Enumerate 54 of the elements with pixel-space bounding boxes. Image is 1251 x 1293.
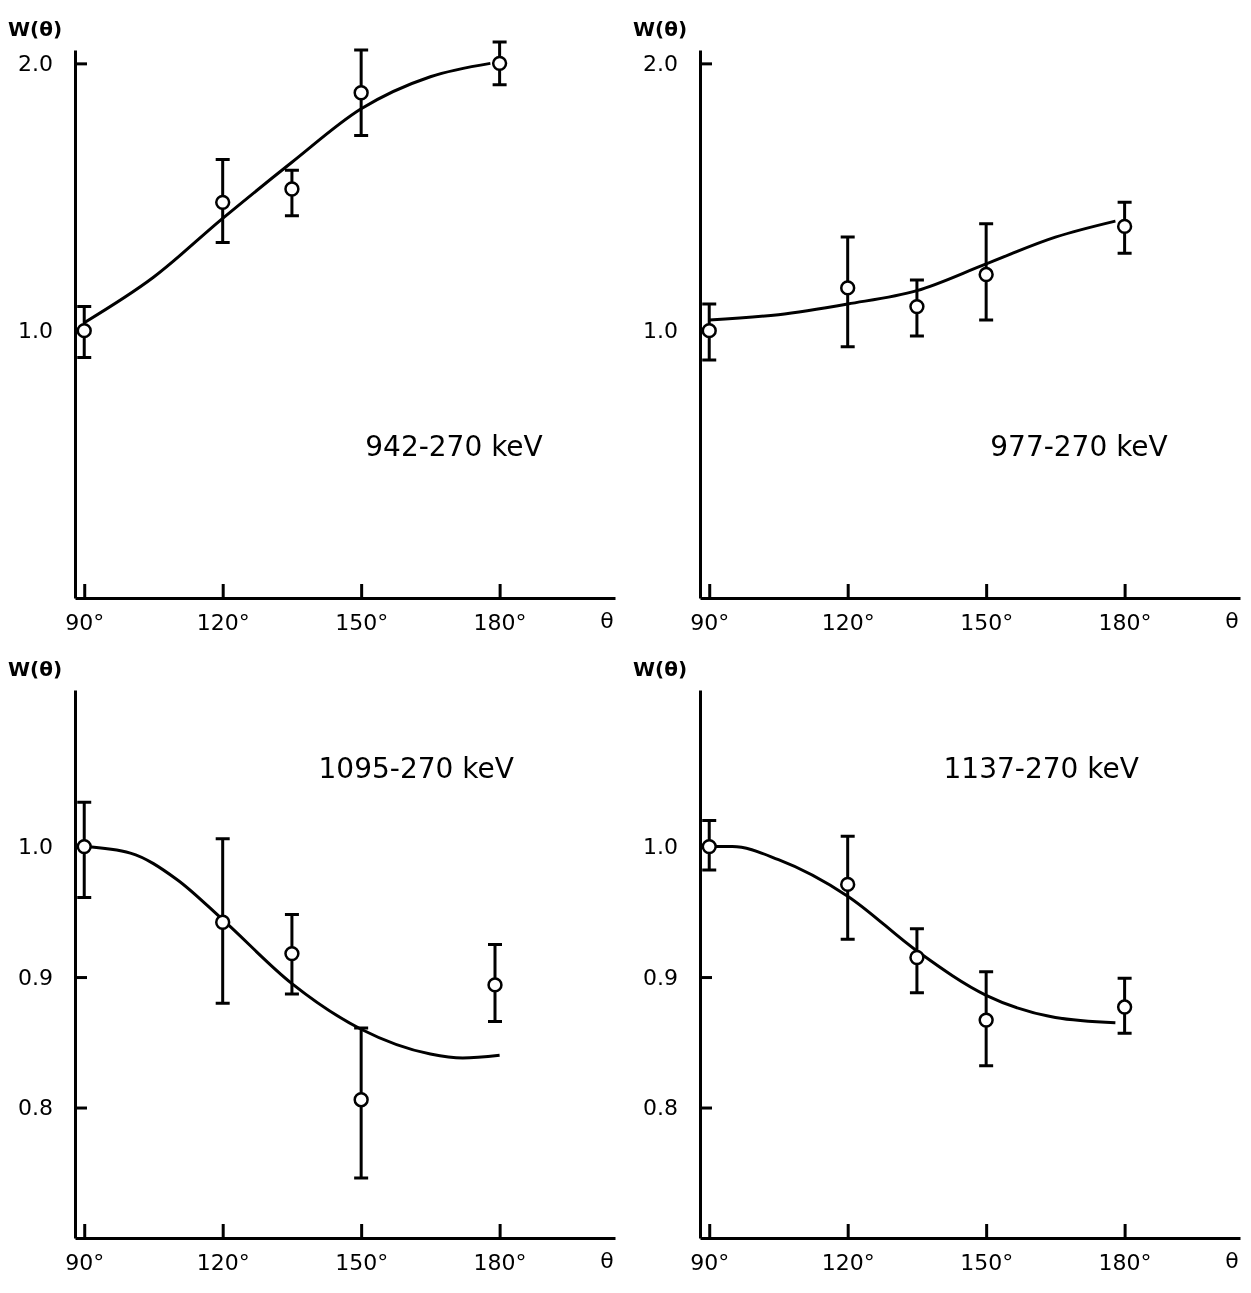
y-axis-title: W(θ)	[632, 17, 688, 41]
x-axis-title: θ	[1225, 1248, 1239, 1273]
y-tick-label: 0.8	[643, 1095, 678, 1121]
x-tick-label: 90°	[690, 609, 730, 635]
point	[978, 1012, 994, 1028]
point	[840, 280, 856, 296]
x-tick-label: 120°	[821, 609, 875, 635]
annotation: 1095-270 keV	[318, 751, 514, 785]
y-axis-title: W(θ)	[7, 657, 63, 681]
x-tick-label: 90°	[690, 1249, 730, 1275]
x-tick-label: 120°	[196, 1249, 250, 1275]
point	[284, 945, 300, 962]
x-tick-label: 90°	[65, 609, 105, 635]
y-axis-title: W(θ)	[7, 17, 63, 41]
point	[215, 914, 231, 930]
x-tick-label: 150°	[960, 1249, 1014, 1275]
y-tick-label: 0.8	[18, 1095, 53, 1121]
y-tick-label: 0.9	[643, 964, 678, 990]
point	[215, 194, 231, 211]
x-tick-label: 150°	[960, 609, 1014, 635]
x-axis-title: θ	[1225, 608, 1239, 633]
y-tick-label: 1.0	[18, 318, 53, 344]
y-tick-label: 1.0	[643, 834, 678, 860]
x-tick-label: 150°	[335, 609, 389, 635]
point	[353, 1092, 369, 1108]
point	[284, 181, 300, 197]
y-tick-label: 1.0	[18, 834, 53, 860]
point	[909, 949, 925, 966]
point	[909, 298, 925, 315]
point	[487, 977, 503, 993]
x-tick-label: 150°	[335, 1249, 389, 1275]
point	[978, 266, 994, 283]
y-tick-label: 2.0	[18, 50, 53, 76]
annotation: 977-270 keV	[990, 429, 1168, 463]
annotation: 1137-270 keV	[943, 751, 1139, 785]
y-tick-label: 0.9	[18, 964, 53, 990]
x-tick-label: 180°	[473, 1249, 527, 1275]
point	[1116, 218, 1133, 235]
y-axis-title: W(θ)	[632, 657, 688, 681]
y-tick-label: 2.0	[643, 50, 678, 76]
y-tick-label: 1.0	[643, 318, 678, 344]
x-tick-label: 90°	[65, 1249, 105, 1275]
point	[491, 55, 508, 72]
x-axis-title: θ	[600, 608, 614, 633]
annotation: 942-270 keV	[365, 429, 543, 463]
point	[353, 85, 369, 101]
x-tick-label: 120°	[821, 1249, 875, 1275]
x-tick-label: 180°	[1098, 1249, 1152, 1275]
point	[1116, 999, 1133, 1015]
x-tick-label: 180°	[1098, 609, 1152, 635]
x-tick-label: 120°	[196, 609, 250, 635]
x-axis-title: θ	[600, 1248, 614, 1273]
point	[840, 876, 856, 893]
x-tick-label: 180°	[473, 609, 527, 635]
